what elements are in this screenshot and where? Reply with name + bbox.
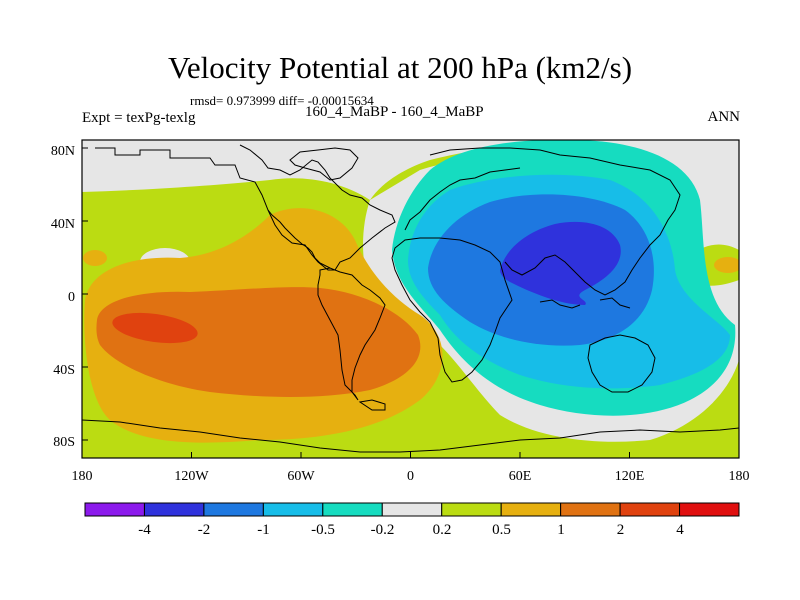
colorbar-label: 2 — [617, 522, 625, 538]
stats-label: rmsd= 0.973999 diff= -0.00015634 — [190, 93, 374, 108]
colorbar-box — [262, 502, 324, 517]
coast-greenland — [289, 147, 359, 181]
colorbar-box — [143, 502, 205, 517]
colorbar-box — [500, 502, 562, 517]
positive-spot-east — [714, 257, 739, 273]
season-label: ANN — [707, 109, 741, 125]
colorbar — [84, 502, 740, 517]
coast-islands — [358, 297, 631, 411]
x-tick-label: 180 — [72, 469, 93, 484]
colorbar-label: -4 — [138, 522, 151, 538]
colorbar-label: -0.5 — [311, 522, 335, 538]
colorbar-label: -1 — [257, 522, 270, 538]
coast-europe — [404, 167, 521, 231]
colorbar-box — [619, 502, 681, 517]
y-tick-label: 0 — [68, 290, 75, 305]
colorbar-label: 1 — [557, 522, 565, 538]
coast-antarctica — [82, 419, 739, 453]
coast-africa — [391, 237, 513, 383]
x-tick-label: 180 — [729, 469, 750, 484]
y-tick-label: 80N — [51, 144, 75, 159]
colorbar-box — [84, 502, 145, 517]
coast-south-america — [317, 267, 386, 401]
colorbar-label: 4 — [676, 522, 684, 538]
y-tick-label: 80S — [53, 435, 75, 450]
contour-field — [82, 140, 739, 458]
colorbar-box — [679, 502, 740, 517]
positive-region-2 — [112, 312, 198, 344]
y-tick-label: 40S — [53, 363, 75, 378]
chart-title: Velocity Potential at 200 hPa (km2/s) — [167, 50, 633, 85]
colorbar-box — [560, 502, 621, 517]
positive-spot-west — [83, 250, 107, 266]
neutral-band-north — [82, 140, 739, 255]
case-label: 160_4_MaBP - 160_4_MaBP — [305, 104, 484, 120]
axis-ticks — [81, 147, 740, 458]
colorbar-label: -2 — [198, 522, 211, 538]
x-tick-label: 120W — [174, 469, 209, 484]
coastlines — [82, 144, 739, 453]
colorbar-label: -0.2 — [371, 522, 395, 538]
x-tick-label: 60E — [509, 469, 532, 484]
experiment-label: Expt = texPg-texlg — [82, 110, 196, 126]
colorbar-box — [322, 502, 383, 517]
colorbar-box — [381, 502, 443, 517]
coast-australia — [587, 334, 656, 393]
x-tick-label: 0 — [407, 469, 414, 484]
colorbar-label: 0.5 — [492, 522, 511, 538]
coast-asia — [429, 147, 681, 296]
negative-region-2 — [500, 221, 621, 305]
positive-region-1 — [96, 287, 421, 397]
colorbar-label: 0.2 — [433, 522, 452, 538]
colorbar-box — [441, 502, 502, 517]
coast-north-america — [95, 144, 396, 271]
y-tick-label: 40N — [51, 217, 75, 232]
coast-central-america — [267, 209, 331, 269]
colorbar-box — [203, 502, 264, 517]
x-tick-label: 120E — [615, 469, 645, 484]
x-tick-label: 60W — [287, 469, 315, 484]
